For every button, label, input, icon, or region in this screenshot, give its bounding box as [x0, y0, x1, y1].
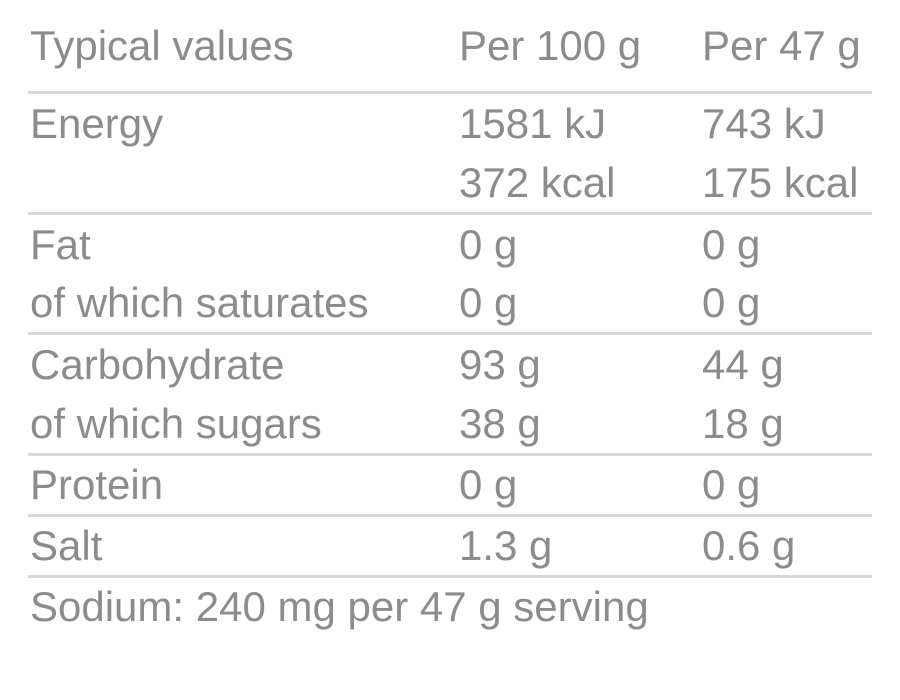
energy-kcal-per-100g: 372 kcal	[459, 158, 616, 206]
row-label-protein: Protein	[30, 460, 164, 508]
table-row-salt: Salt 1.3 g 0.6 g	[28, 514, 872, 575]
table-footer-row: Sodium: 240 mg per 47 g serving	[28, 575, 872, 636]
row-label-fat: Fat	[30, 220, 91, 268]
fat-per-47g: 0 g	[702, 220, 761, 268]
row-label-saturates: of which saturates	[30, 279, 369, 327]
carbohydrate-per-100g: 93 g	[459, 340, 541, 388]
table-row-carbohydrate: Carbohydrate 93 g 44 g	[28, 332, 872, 395]
salt-per-100g: 1.3 g	[459, 521, 553, 569]
column-header-per-47g: Per 47 g	[702, 22, 861, 69]
table-row-energy-kcal: 372 kcal 175 kcal	[28, 154, 872, 212]
row-label-energy: Energy	[30, 99, 164, 147]
saturates-per-47g: 0 g	[702, 279, 761, 327]
table-row-energy-kj: Energy 1581 kJ 743 kJ	[28, 91, 872, 154]
table-header-row: Typical values Per 100 g Per 47 g	[28, 22, 872, 91]
nutrition-table: Typical values Per 100 g Per 47 g Energy…	[28, 22, 872, 636]
column-header-typical-values: Typical values	[30, 22, 294, 69]
table-row-saturates: of which saturates 0 g 0 g	[28, 275, 872, 332]
table-row-sugars: of which sugars 38 g 18 g	[28, 395, 872, 453]
row-label-salt: Salt	[30, 521, 103, 569]
sugars-per-47g: 18 g	[702, 399, 784, 447]
table-row-fat: Fat 0 g 0 g	[28, 212, 872, 275]
saturates-per-100g: 0 g	[459, 279, 518, 327]
table-row-protein: Protein 0 g 0 g	[28, 453, 872, 514]
energy-kcal-per-47g: 175 kcal	[702, 158, 859, 206]
salt-per-47g: 0.6 g	[702, 521, 796, 569]
row-label-carbohydrate: Carbohydrate	[30, 340, 285, 388]
sodium-note: Sodium: 240 mg per 47 g serving	[30, 582, 649, 630]
sugars-per-100g: 38 g	[459, 399, 541, 447]
protein-per-100g: 0 g	[459, 460, 518, 508]
carbohydrate-per-47g: 44 g	[702, 340, 784, 388]
protein-per-47g: 0 g	[702, 460, 761, 508]
column-header-per-100g: Per 100 g	[459, 22, 642, 69]
energy-kj-per-100g: 1581 kJ	[459, 99, 607, 147]
row-label-sugars: of which sugars	[30, 399, 322, 447]
fat-per-100g: 0 g	[459, 220, 518, 268]
energy-kj-per-47g: 743 kJ	[702, 99, 826, 147]
